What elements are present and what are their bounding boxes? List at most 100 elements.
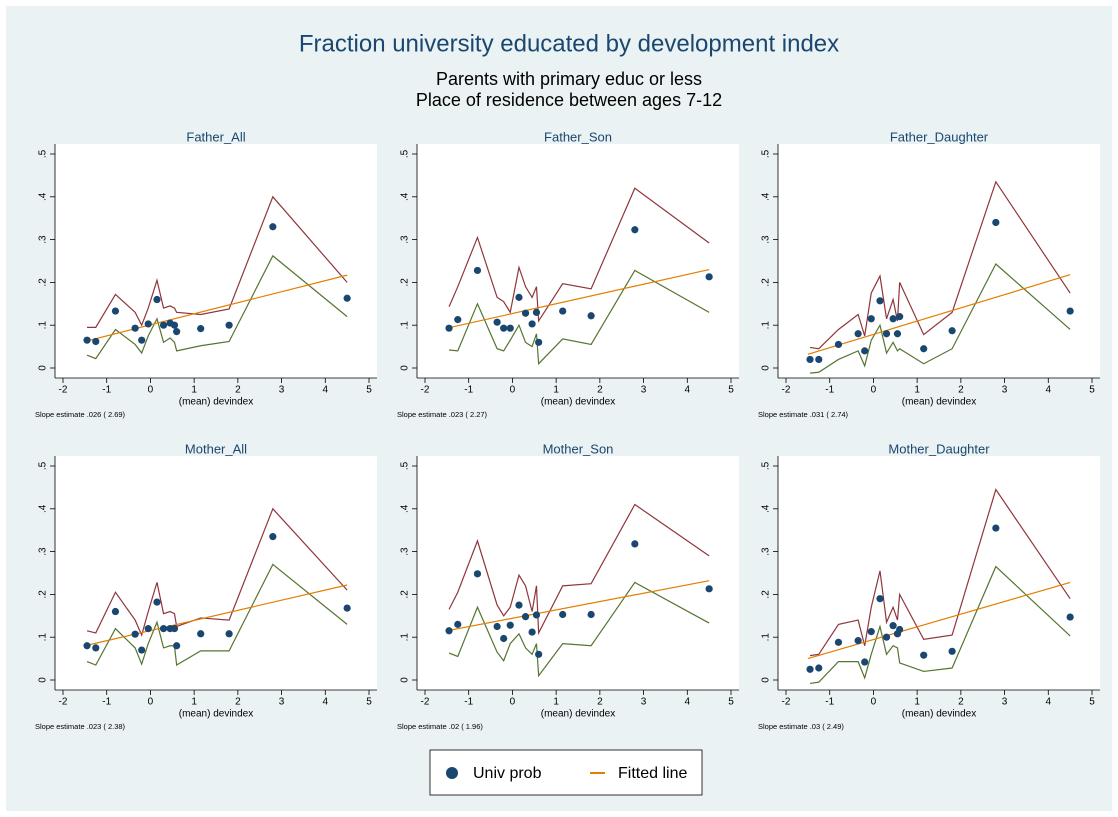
x-tick-label: -2 xyxy=(782,697,791,708)
data-point xyxy=(454,620,462,628)
ci-line xyxy=(809,565,1071,685)
panel-title: Father_Son xyxy=(544,129,612,144)
data-point xyxy=(159,625,168,633)
data-point xyxy=(343,604,351,612)
figure-subtitle: Place of residence between ages 7-12 xyxy=(416,90,722,110)
y-tick-label: 0 xyxy=(761,365,772,371)
data-point xyxy=(896,313,904,321)
y-tick-label: .3 xyxy=(761,547,772,556)
data-point xyxy=(138,646,146,654)
legend-label: Univ prob xyxy=(473,765,542,782)
x-tick-label: 4 xyxy=(685,697,691,708)
y-tick-label: .5 xyxy=(761,461,772,470)
x-tick-label: 0 xyxy=(148,385,154,396)
data-point xyxy=(815,355,823,364)
data-point xyxy=(867,628,875,636)
data-point xyxy=(521,309,530,317)
data-point xyxy=(882,633,891,641)
x-tick-label: -1 xyxy=(102,697,111,708)
data-point xyxy=(815,664,823,672)
y-tick-label: .3 xyxy=(38,235,49,244)
y-tick-label: .2 xyxy=(38,278,49,287)
x-tick-label: -1 xyxy=(825,385,834,396)
data-point xyxy=(854,637,862,645)
data-point xyxy=(992,524,1000,532)
data-point xyxy=(173,642,181,650)
y-tick-label: .5 xyxy=(400,149,411,158)
slope-note: Slope estimate .023 ( 2.27) xyxy=(397,410,488,419)
ci-line xyxy=(86,507,348,637)
y-tick-label: .2 xyxy=(400,590,411,599)
x-tick-label: -1 xyxy=(825,697,834,708)
data-point xyxy=(473,266,482,275)
x-tick-label: 3 xyxy=(1002,385,1008,396)
data-point xyxy=(493,622,501,631)
legend-marker xyxy=(446,767,458,779)
x-tick-label: 1 xyxy=(191,385,197,396)
data-point xyxy=(920,651,928,659)
x-tick-label: 2 xyxy=(958,697,964,708)
panel-title: Mother_Daughter xyxy=(888,441,990,456)
data-point xyxy=(343,294,351,302)
panel-title: Father_Daughter xyxy=(890,129,989,144)
data-point xyxy=(131,324,139,332)
y-tick-label: 0 xyxy=(400,677,411,683)
panel-title: Father_All xyxy=(186,129,245,144)
slope-note: Slope estimate .023 ( 2.38) xyxy=(35,722,126,731)
fitted-line xyxy=(807,581,1071,660)
x-tick-label: 2 xyxy=(597,385,603,396)
data-point xyxy=(705,585,713,593)
data-point xyxy=(631,226,639,234)
ci-line xyxy=(448,269,710,366)
data-point xyxy=(92,644,100,652)
data-point xyxy=(834,340,843,349)
data-point xyxy=(473,570,482,578)
data-point xyxy=(876,595,884,603)
y-tick-label: .4 xyxy=(761,192,772,201)
y-tick-label: .5 xyxy=(38,149,49,158)
data-point xyxy=(144,320,152,328)
data-point xyxy=(867,315,875,323)
data-point xyxy=(83,336,91,344)
data-point xyxy=(111,307,120,315)
x-tick-label: -2 xyxy=(59,697,68,708)
fitted-line xyxy=(446,268,710,329)
slope-note: Slope estimate .03 ( 2.49) xyxy=(758,722,844,731)
y-tick-label: .4 xyxy=(400,192,411,201)
data-point xyxy=(225,630,233,638)
x-tick-label: 3 xyxy=(641,697,647,708)
data-point xyxy=(454,316,462,324)
fitted-line xyxy=(84,584,348,647)
x-tick-label: 2 xyxy=(235,697,241,708)
data-point xyxy=(587,610,595,619)
data-point xyxy=(528,320,536,328)
data-point xyxy=(532,611,541,619)
data-point xyxy=(806,355,814,364)
x-tick-label: 2 xyxy=(235,385,241,396)
x-tick-label: 0 xyxy=(510,697,516,708)
data-point xyxy=(445,627,453,635)
data-point xyxy=(920,345,928,353)
x-tick-label: 4 xyxy=(1046,385,1052,396)
x-tick-label: 4 xyxy=(685,385,691,396)
fitted-line xyxy=(807,274,1071,355)
y-tick-label: .4 xyxy=(38,504,49,513)
data-point xyxy=(269,533,277,541)
x-tick-label: 1 xyxy=(191,697,197,708)
data-point xyxy=(170,625,179,633)
fitted-line xyxy=(84,274,348,343)
y-tick-label: .1 xyxy=(38,633,49,642)
data-point xyxy=(445,324,453,332)
data-point xyxy=(896,625,904,634)
x-axis-label: (mean) devindex xyxy=(541,709,615,720)
ci-line xyxy=(448,503,710,636)
y-tick-label: .2 xyxy=(38,590,49,599)
data-point xyxy=(515,293,523,301)
data-point xyxy=(500,634,508,643)
x-tick-label: 1 xyxy=(914,697,920,708)
plot-area xyxy=(417,456,739,690)
x-tick-label: 1 xyxy=(914,385,920,396)
plot-area xyxy=(55,456,377,690)
slope-note: Slope estimate .02 ( 1.96) xyxy=(397,722,483,731)
